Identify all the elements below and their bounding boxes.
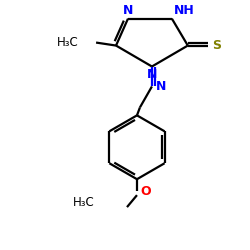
Text: O: O bbox=[140, 185, 150, 198]
Text: N: N bbox=[123, 4, 133, 17]
Text: S: S bbox=[212, 39, 221, 52]
Text: NH: NH bbox=[174, 4, 195, 17]
Text: N: N bbox=[147, 68, 157, 82]
Text: H₃C: H₃C bbox=[56, 36, 78, 49]
Text: N: N bbox=[156, 80, 166, 93]
Text: H₃C: H₃C bbox=[73, 196, 95, 209]
